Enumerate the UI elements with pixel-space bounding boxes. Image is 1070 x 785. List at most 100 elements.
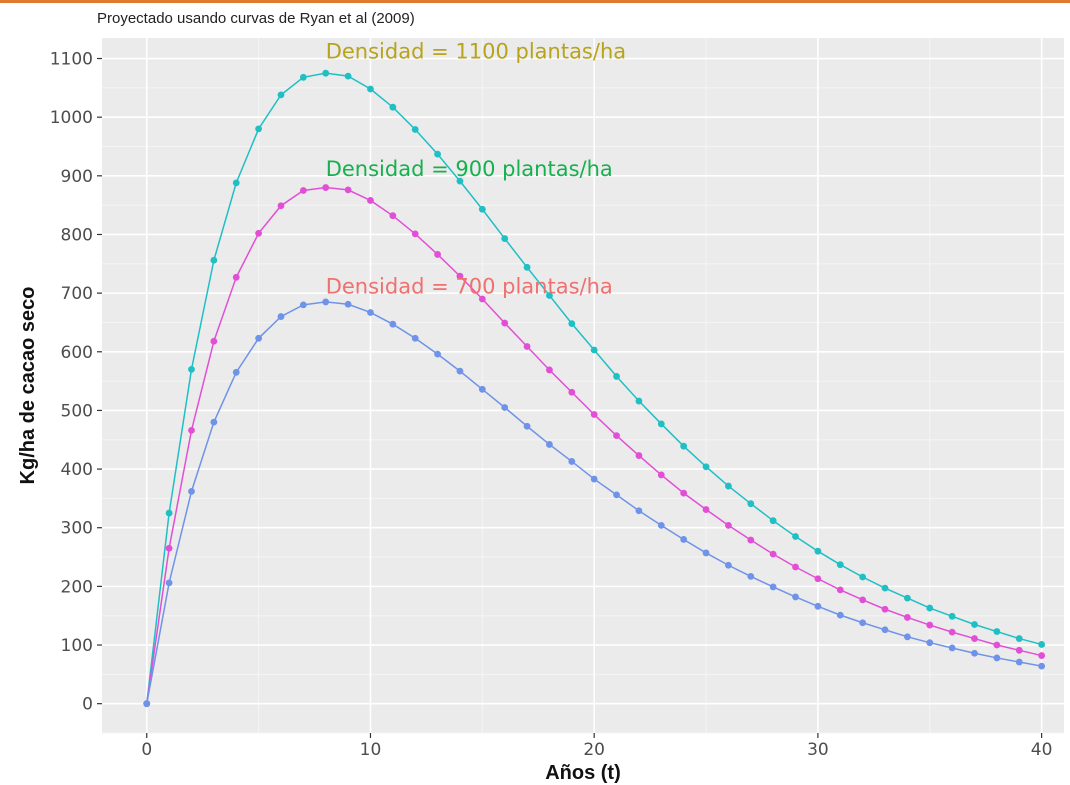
data-point (926, 604, 934, 612)
chart-subtitle: Proyectado usando curvas de Ryan et al (… (97, 10, 415, 27)
data-point (971, 649, 978, 657)
data-point (299, 73, 307, 81)
data-point (434, 251, 441, 258)
data-point (411, 334, 419, 342)
data-point (836, 586, 844, 594)
data-point (792, 593, 799, 601)
y-tick-label: 400 (61, 460, 93, 480)
data-point (590, 475, 598, 483)
annotation-label: Densidad = 1100 plantas/ha (326, 40, 626, 64)
data-point (523, 422, 531, 430)
series-1 (143, 69, 1046, 708)
data-point (725, 482, 732, 490)
data-point (993, 628, 1001, 635)
data-point (769, 583, 777, 591)
data-point (971, 621, 978, 628)
data-point (747, 573, 755, 580)
data-point (836, 611, 844, 619)
data-point (1038, 662, 1046, 670)
data-point (568, 458, 576, 465)
data-point (568, 388, 576, 396)
y-tick-label: 300 (61, 519, 93, 539)
y-tick-label: 800 (61, 225, 93, 245)
minor-gridlines (102, 38, 1064, 734)
data-point (792, 533, 799, 540)
y-tick-label: 1000 (50, 108, 93, 128)
x-axis-title: Años (t) (545, 762, 621, 784)
data-point (299, 301, 307, 309)
y-tick-label: 200 (61, 577, 93, 597)
annotation-layer: Densidad = 1100 plantas/ha Densidad = 900… (326, 40, 626, 299)
data-point (277, 313, 285, 320)
x-tick-label: 40 (1031, 740, 1053, 760)
data-point (948, 628, 956, 636)
y-tick-label: 0 (82, 695, 93, 715)
data-point (367, 309, 374, 316)
data-point (277, 91, 285, 99)
data-point (478, 295, 486, 303)
data-point (590, 346, 598, 354)
data-point (903, 633, 911, 641)
data-point (322, 69, 330, 77)
data-point (769, 517, 777, 525)
data-point (546, 441, 553, 448)
data-point (725, 561, 732, 569)
annotation-label: Densidad = 900 plantas/ha (326, 157, 613, 181)
data-point (389, 212, 397, 220)
data-point (814, 575, 822, 583)
data-point (210, 337, 218, 345)
data-point (546, 292, 553, 299)
series-layer (143, 69, 1046, 708)
data-point (143, 700, 151, 708)
data-point (322, 298, 330, 306)
data-point (501, 404, 509, 411)
data-point (926, 639, 934, 647)
data-point (210, 256, 218, 264)
data-point (747, 536, 755, 544)
data-point (948, 612, 956, 620)
data-point (1038, 652, 1046, 659)
data-point (859, 596, 867, 604)
data-point (299, 187, 307, 194)
data-point (344, 300, 352, 308)
data-point (903, 594, 911, 602)
y-tick-label: 100 (61, 636, 93, 656)
data-point (501, 235, 509, 242)
axis-layer: 0 100 200 300 400 500 600 700 800 900 1000 1100 0 10 2… (50, 50, 1053, 760)
data-point (680, 442, 688, 450)
data-point (568, 320, 576, 328)
x-tick-label: 20 (583, 740, 605, 760)
data-point (165, 579, 173, 587)
data-point (456, 177, 464, 185)
data-point (702, 506, 710, 513)
data-point (188, 426, 195, 434)
data-point (836, 561, 844, 569)
data-point (478, 205, 486, 213)
data-point (747, 500, 755, 508)
data-point (367, 85, 374, 93)
top-rule (0, 0, 1070, 3)
y-tick-label: 1100 (50, 50, 93, 70)
data-point (188, 365, 195, 373)
data-point (501, 319, 509, 327)
data-point (232, 179, 240, 187)
data-point (478, 385, 486, 393)
major-gridlines (102, 38, 1064, 733)
data-point (434, 350, 441, 358)
data-point (814, 547, 822, 555)
data-point (277, 202, 285, 210)
data-point (881, 584, 889, 592)
data-point (1015, 635, 1023, 642)
data-point (411, 126, 419, 133)
data-point (411, 230, 419, 238)
data-point (613, 491, 620, 499)
series-2 (143, 184, 1046, 708)
x-tick-label: 10 (360, 740, 382, 760)
data-point (993, 654, 1001, 662)
y-tick-label: 500 (61, 401, 93, 421)
y-tick-label: 700 (61, 284, 93, 304)
data-point (859, 573, 867, 581)
data-point (389, 103, 397, 111)
x-tick-label: 0 (141, 740, 152, 760)
data-point (993, 641, 1001, 649)
